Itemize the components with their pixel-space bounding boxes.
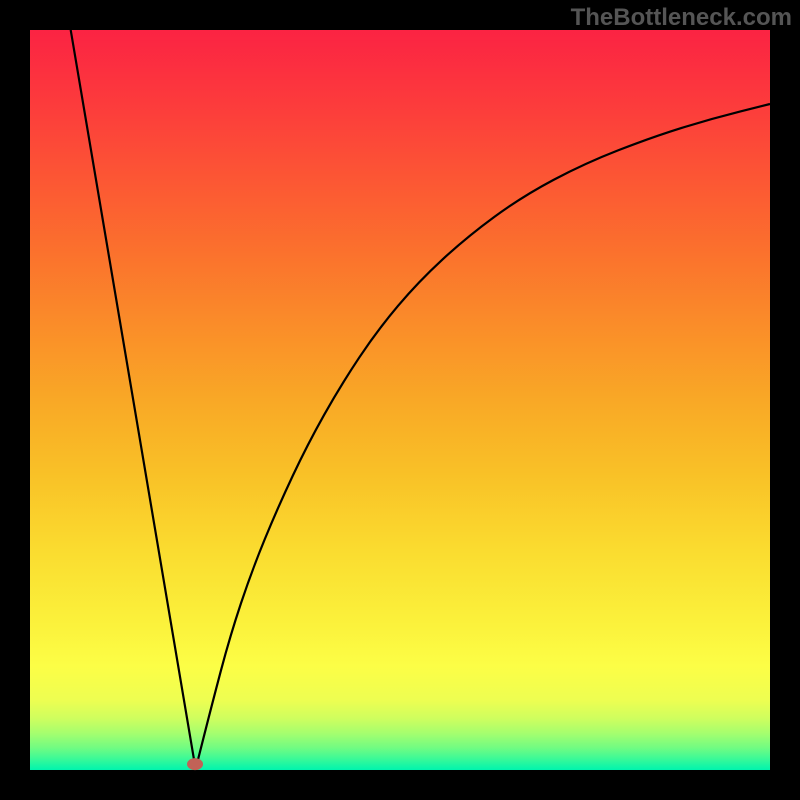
- optimum-marker: [187, 758, 203, 770]
- plot-background: [30, 30, 770, 770]
- watermark-text: TheBottleneck.com: [571, 4, 792, 32]
- bottleneck-chart: [0, 0, 800, 800]
- chart-container: TheBottleneck.com: [0, 0, 800, 800]
